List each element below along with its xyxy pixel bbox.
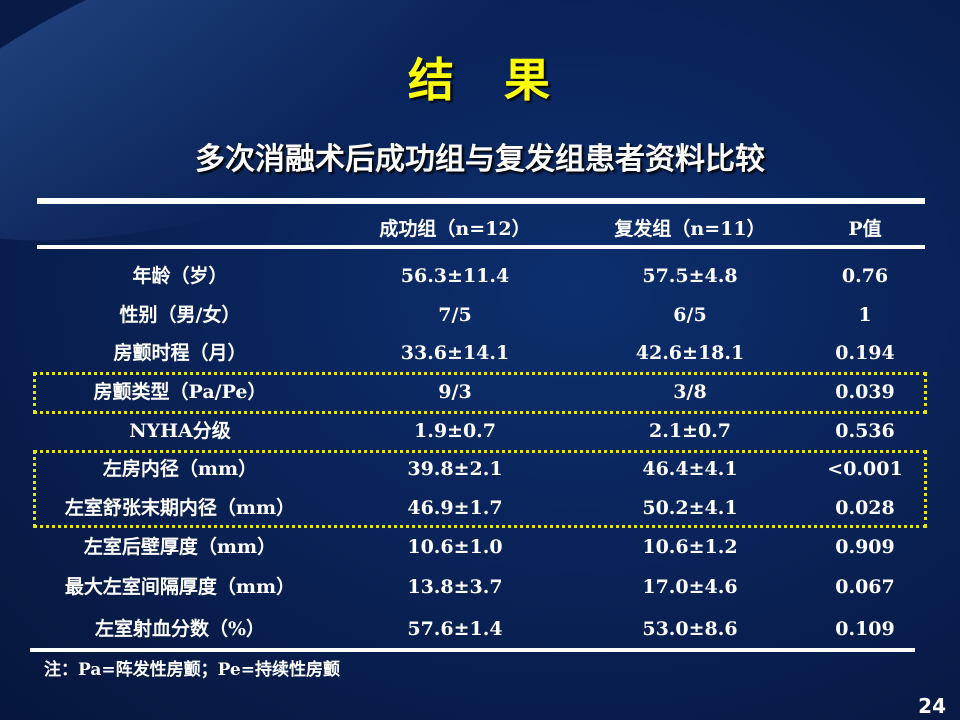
table-bottom-rule: [30, 648, 915, 652]
slide-title: 结 果: [408, 53, 552, 107]
cell-p-value: 1: [858, 304, 872, 326]
table-row: 左房内径（mm） 39.8±2.1 46.4±4.1 <0.001: [0, 452, 960, 486]
cell-label: 房颤类型（Pa/Pe）: [93, 381, 267, 403]
table-header-rule: [37, 245, 925, 249]
cell-success-value: 56.3±11.4: [400, 265, 510, 287]
cell-label: 左室后壁厚度（mm）: [83, 536, 277, 558]
cell-success-value: 7/5: [438, 304, 472, 326]
cell-label: 左室射血分数（%）: [94, 618, 266, 640]
cell-relapse-value: 50.2±4.1: [642, 497, 738, 519]
cell-success-value: 39.8±2.1: [407, 458, 503, 480]
cell-p-value: 0.039: [835, 381, 895, 403]
cell-relapse-value: 3/8: [673, 381, 707, 403]
cell-success-value: 57.6±1.4: [407, 618, 503, 640]
cell-relapse-value: 17.0±4.6: [642, 576, 738, 598]
table-row: 房颤时程（月） 33.6±14.1 42.6±18.1 0.194: [0, 336, 960, 370]
cell-label: 左室舒张末期内径（mm）: [64, 497, 296, 519]
cell-success-value: 33.6±14.1: [400, 342, 510, 364]
cell-p-value: 0.028: [835, 497, 895, 519]
cell-p-value: 0.909: [835, 536, 895, 558]
header-p-value: P值: [848, 218, 882, 240]
table-row: NYHA分级 1.9±0.7 2.1±0.7 0.536: [0, 414, 960, 448]
cell-relapse-value: 10.6±1.2: [642, 536, 738, 558]
cell-relapse-value: 53.0±8.6: [642, 618, 738, 640]
cell-relapse-value: 42.6±18.1: [635, 342, 745, 364]
cell-relapse-value: 6/5: [673, 304, 707, 326]
table-row: 左室后壁厚度（mm） 10.6±1.0 10.6±1.2 0.909: [0, 530, 960, 564]
cell-label: 最大左室间隔厚度（mm）: [64, 576, 296, 598]
cell-relapse-value: 2.1±0.7: [648, 420, 732, 442]
cell-label: 年龄（岁）: [132, 265, 228, 287]
cell-success-value: 13.8±3.7: [407, 576, 503, 598]
cell-p-value: 0.194: [835, 342, 895, 364]
highlight-box-dimensions: [33, 450, 927, 528]
highlight-box-af-type: [33, 372, 927, 414]
cell-success-value: 10.6±1.0: [407, 536, 503, 558]
cell-p-value: 0.067: [835, 576, 895, 598]
cell-relapse-value: 46.4±4.1: [642, 458, 738, 480]
table-row: 最大左室间隔厚度（mm） 13.8±3.7 17.0±4.6 0.067: [0, 570, 960, 604]
header-success-group: 成功组（n=12）: [379, 218, 531, 240]
cell-label: 性别（男/女）: [119, 304, 241, 326]
table-row: 性别（男/女） 7/5 6/5 1: [0, 298, 960, 332]
table-footnote: 注：Pa=阵发性房颤；Pe=持续性房颤: [44, 660, 340, 680]
table-row: 房颤类型（Pa/Pe） 9/3 3/8 0.039: [0, 375, 960, 409]
table-row: 年龄（岁） 56.3±11.4 57.5±4.8 0.76: [0, 259, 960, 293]
table-top-rule: [37, 198, 925, 204]
header-relapse-group: 复发组（n=11）: [614, 218, 766, 240]
table-row: 左室舒张末期内径（mm） 46.9±1.7 50.2±4.1 0.028: [0, 491, 960, 525]
table-row: 左室射血分数（%） 57.6±1.4 53.0±8.6 0.109: [0, 612, 960, 646]
cell-label: 左房内径（mm）: [102, 458, 258, 480]
cell-label: 房颤时程（月）: [113, 342, 247, 364]
cell-success-value: 1.9±0.7: [413, 420, 497, 442]
cell-success-value: 46.9±1.7: [407, 497, 503, 519]
slide-subtitle: 多次消融术后成功组与复发组患者资料比较: [195, 142, 765, 177]
cell-p-value: 0.536: [835, 420, 895, 442]
cell-p-value: 0.76: [841, 265, 889, 287]
cell-p-value: 0.109: [835, 618, 895, 640]
page-number: 24: [918, 694, 946, 718]
cell-success-value: 9/3: [438, 381, 472, 403]
cell-relapse-value: 57.5±4.8: [642, 265, 738, 287]
table-header-row: 成功组（n=12） 复发组（n=11） P值: [0, 212, 960, 246]
cell-label: NYHA分级: [129, 420, 231, 442]
cell-p-value: <0.001: [827, 458, 903, 480]
